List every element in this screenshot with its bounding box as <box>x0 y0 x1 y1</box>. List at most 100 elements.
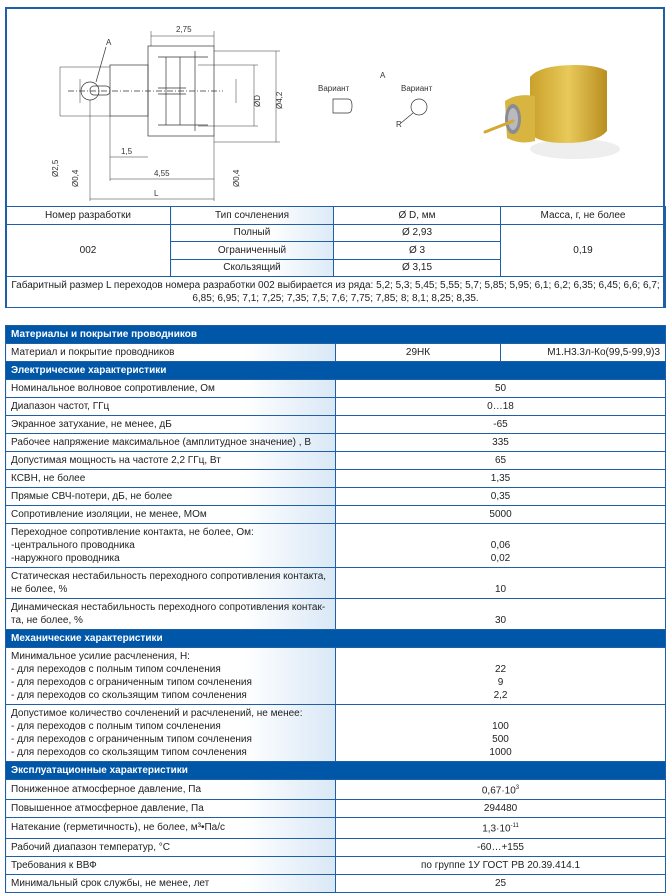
spec-label: Допустимое количество сочленений и расчл… <box>5 704 336 762</box>
spec-value-text: 335 <box>492 437 509 448</box>
spec-value: 25 <box>334 873 667 893</box>
spec-label: Экранное затухание, не менее, дБ <box>5 415 336 434</box>
spec-label-line: Рабочий диапазон температур, °С <box>11 841 171 853</box>
section-header-row: Механические характеристики <box>4 629 667 648</box>
spec-value-text: 50 <box>494 383 507 394</box>
spec-label: Номинальное волновое сопротивление, Ом <box>5 379 336 398</box>
spec-label: Минимальное усилие расчленения, Н: - для … <box>5 647 336 705</box>
spec-value-line: 9 <box>341 676 660 689</box>
spec-label: Статическая нестабильность переходного с… <box>5 567 336 599</box>
spec-value: 0…18 <box>334 397 667 416</box>
spec-value-line: 500 <box>341 733 660 746</box>
spec-row: Динамическая нестабильность переходного … <box>5 598 667 630</box>
spec-value: 0,06 0,02 <box>334 523 667 568</box>
spec-value-text: 294480 <box>483 803 518 815</box>
spec-label-line: - для переходов с ограниченным типом соч… <box>11 677 252 688</box>
spec-label: Динамическая нестабильность переходного … <box>5 598 336 630</box>
spec-label-line: Номинальное волновое сопротивление, Ом <box>11 383 215 394</box>
dim-phi-0-4-right: Ø0,4 <box>232 169 241 187</box>
section-header-row: Материалы и покрытие проводников <box>4 325 667 344</box>
cell-type: Ограниченный <box>170 241 334 260</box>
spec-value-line: 294480 <box>341 802 660 815</box>
dimension-lines <box>59 31 280 201</box>
spec-row: Прямые СВЧ-потери, дБ, не более 0,35 <box>5 487 667 506</box>
spec-value-line: 2,2 <box>341 689 660 702</box>
spec-value: 50 <box>334 379 667 398</box>
spec-label: Натекание (герметичность), не более, м³•… <box>5 817 336 839</box>
spec-value-exponent: -11 <box>510 823 519 830</box>
spec-value: 29НК <box>335 343 501 362</box>
spec-value-line: 0…18 <box>341 400 660 413</box>
spec-value: 0,67·103 <box>334 778 667 801</box>
spec-row: Переходное сопротивление контакта, не бо… <box>5 523 667 568</box>
callout-a: A <box>106 38 112 47</box>
spec-label-line: - для переходов со скользящим типом сочл… <box>11 747 247 758</box>
spec-value-line: 25 <box>341 877 660 890</box>
spec-value-exponent: 3 <box>515 785 520 791</box>
technical-drawing: 2,75 1,5 4,55 L A Ø2,5 Ø0,4 Ø0,4 ØD Ø4,2… <box>51 25 433 201</box>
spec-value-line: 65 <box>341 454 660 467</box>
spec-label: Переходное сопротивление контакта, не бо… <box>5 523 336 568</box>
spec-value-line: 335 <box>341 436 660 449</box>
spec-value-line: 0,06 <box>341 539 660 552</box>
spec-value-line: 10 <box>341 583 660 596</box>
spec-label-line: та, не более, % <box>11 615 83 626</box>
spec-value-text: 0,06 <box>490 540 511 551</box>
dim-phi-0-4-left: Ø0,4 <box>71 169 80 187</box>
cell-mass: 0,19 <box>500 223 666 277</box>
spec-row: Допустимая мощность на частоте 2,2 ГГц, … <box>5 451 667 470</box>
cell-diameter: Ø 2,93 <box>333 223 501 242</box>
header-number: Номер разработки <box>5 206 171 225</box>
section-title: Материалы и покрытие проводников <box>4 325 667 344</box>
spec-value: 30 <box>334 598 667 630</box>
radius-label: R <box>396 120 402 129</box>
spec-value: по группе 1У ГОСТ РВ 20.39.414.1 <box>334 855 667 875</box>
spec-value: 335 <box>334 433 667 452</box>
spec-value-text: 5000 <box>489 509 512 520</box>
dim-phi-4-2: Ø4,2 <box>275 91 284 109</box>
spec-label: Диапазон частот, ГГц <box>5 397 336 416</box>
spec-value-text: 0,02 <box>490 553 511 564</box>
spec-value-text: 500 <box>492 734 509 745</box>
spec-label: Повышенное атмосферное давление, Па <box>5 799 336 819</box>
spec-value-line: 1000 <box>341 746 660 759</box>
spec-value: 294480 <box>334 799 667 819</box>
spec-value: 65 <box>334 451 667 470</box>
spec-value-line: 1,3·10-11 <box>341 820 660 835</box>
variant-1-label: Вариант <box>318 84 350 93</box>
spec-row: Материал и покрытие проводников 29НК М1.Н3… <box>5 343 667 362</box>
spec-value-line: -60…+155 <box>341 841 660 854</box>
spec-label-line: Экранное затухание, не менее, дБ <box>11 419 172 430</box>
section-title: Эксплуатационные характеристики <box>4 761 667 780</box>
spec-value-text: по группе 1У ГОСТ РВ 20.39.414.1 <box>420 859 581 871</box>
spec-label-line: Материал и покрытие проводников <box>11 347 175 358</box>
spec-value: М1.Н3.3л-Ко(99,5-99,9)3 <box>499 343 667 362</box>
spec-value-line: 0,02 <box>341 552 660 565</box>
spec-label: Прямые СВЧ-потери, дБ, не более <box>5 487 336 506</box>
spec-value-text: 100 <box>492 721 509 732</box>
spec-value: 10 <box>334 567 667 599</box>
spec-value-text: 1000 <box>489 747 512 758</box>
spec-label-line: - для переходов с полным типом сочленени… <box>11 721 221 732</box>
spec-row: Рабочий диапазон температур, °С -60…+155 <box>5 837 667 857</box>
spec-row: Натекание (герметичность), не более, м³•… <box>5 817 667 839</box>
spec-value-text: 1,3·10 <box>482 823 511 835</box>
spec-label-line: Прямые СВЧ-потери, дБ, не более <box>11 491 173 502</box>
spec-label-line: Требования к ВВФ <box>11 859 97 871</box>
dim-1-5: 1,5 <box>121 147 133 156</box>
detail-a-label: A <box>380 71 386 80</box>
spec-value-text: 0,67·10 <box>481 785 516 797</box>
cell-type: Полный <box>170 223 334 242</box>
spec-value-line: 100 <box>341 720 660 733</box>
spec-value-text: 2,2 <box>493 690 508 701</box>
spec-row: Минимальный срок службы, не менее, лет 25 <box>5 873 667 893</box>
cell-type: Скользящий <box>170 258 334 277</box>
spec-value-text: 0…18 <box>487 401 514 412</box>
cell-number: 002 <box>5 223 171 277</box>
variants-table: Номер разработки Тип сочленения Ø D, мм … <box>5 206 666 308</box>
spec-label-line: не более, % <box>11 584 68 595</box>
connector-photo <box>483 65 620 159</box>
spec-value-line: -65 <box>341 418 660 431</box>
spec-label: Пониженное атмосферное давление, Па <box>5 778 336 801</box>
spec-label-line: - для переходов с ограниченным типом соч… <box>11 734 252 745</box>
